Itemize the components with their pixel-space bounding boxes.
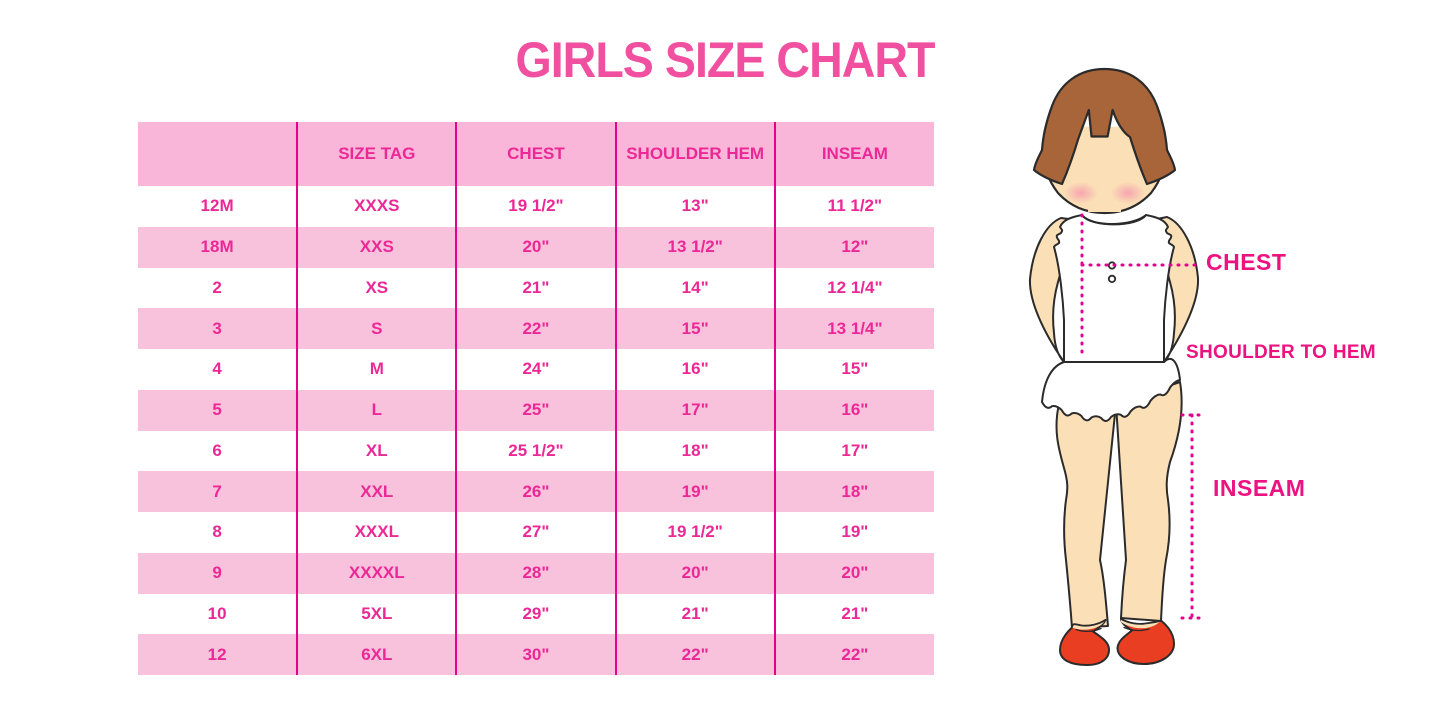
svg-text:CHEST: CHEST xyxy=(1206,249,1286,275)
svg-text:SHOULDER TO HEM: SHOULDER TO HEM xyxy=(1186,342,1376,363)
svg-text:INSEAM: INSEAM xyxy=(1213,475,1305,501)
